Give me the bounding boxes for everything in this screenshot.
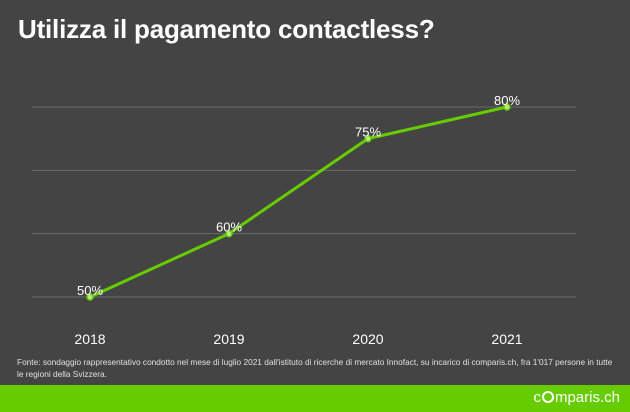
brand-text-pre: c <box>533 389 541 406</box>
data-label: 75% <box>355 125 381 140</box>
data-label: 60% <box>216 220 242 235</box>
data-point <box>364 134 372 143</box>
data-points <box>86 103 511 301</box>
line-chart: 50% 60% 75% 80% 2018 2019 2020 2021 <box>32 93 576 347</box>
data-labels: 50% 60% 75% 80% <box>77 93 520 298</box>
footer-bar: c mparis.ch <box>0 385 630 412</box>
x-tick-label: 2021 <box>491 331 522 347</box>
brand-logo[interactable]: c mparis.ch <box>533 389 620 406</box>
data-label: 50% <box>77 283 103 298</box>
x-tick-label: 2018 <box>74 331 105 347</box>
series-line <box>89 105 508 299</box>
source-note: Fonte: sondaggio rappresentativo condott… <box>17 357 613 379</box>
data-point <box>503 103 511 111</box>
brand-text-post: mparis.ch <box>554 389 620 406</box>
data-label: 80% <box>494 93 520 108</box>
x-axis-tick-labels: 2018 2019 2020 2021 <box>74 331 522 347</box>
data-point <box>225 229 233 238</box>
x-tick-label: 2019 <box>213 331 244 347</box>
page-title: Utilizza il pagamento contactless? <box>18 14 435 44</box>
series-polyline <box>89 105 508 299</box>
ring-icon <box>541 391 554 403</box>
data-point <box>86 293 94 301</box>
grid-lines <box>32 106 576 298</box>
x-tick-label: 2020 <box>352 331 383 347</box>
